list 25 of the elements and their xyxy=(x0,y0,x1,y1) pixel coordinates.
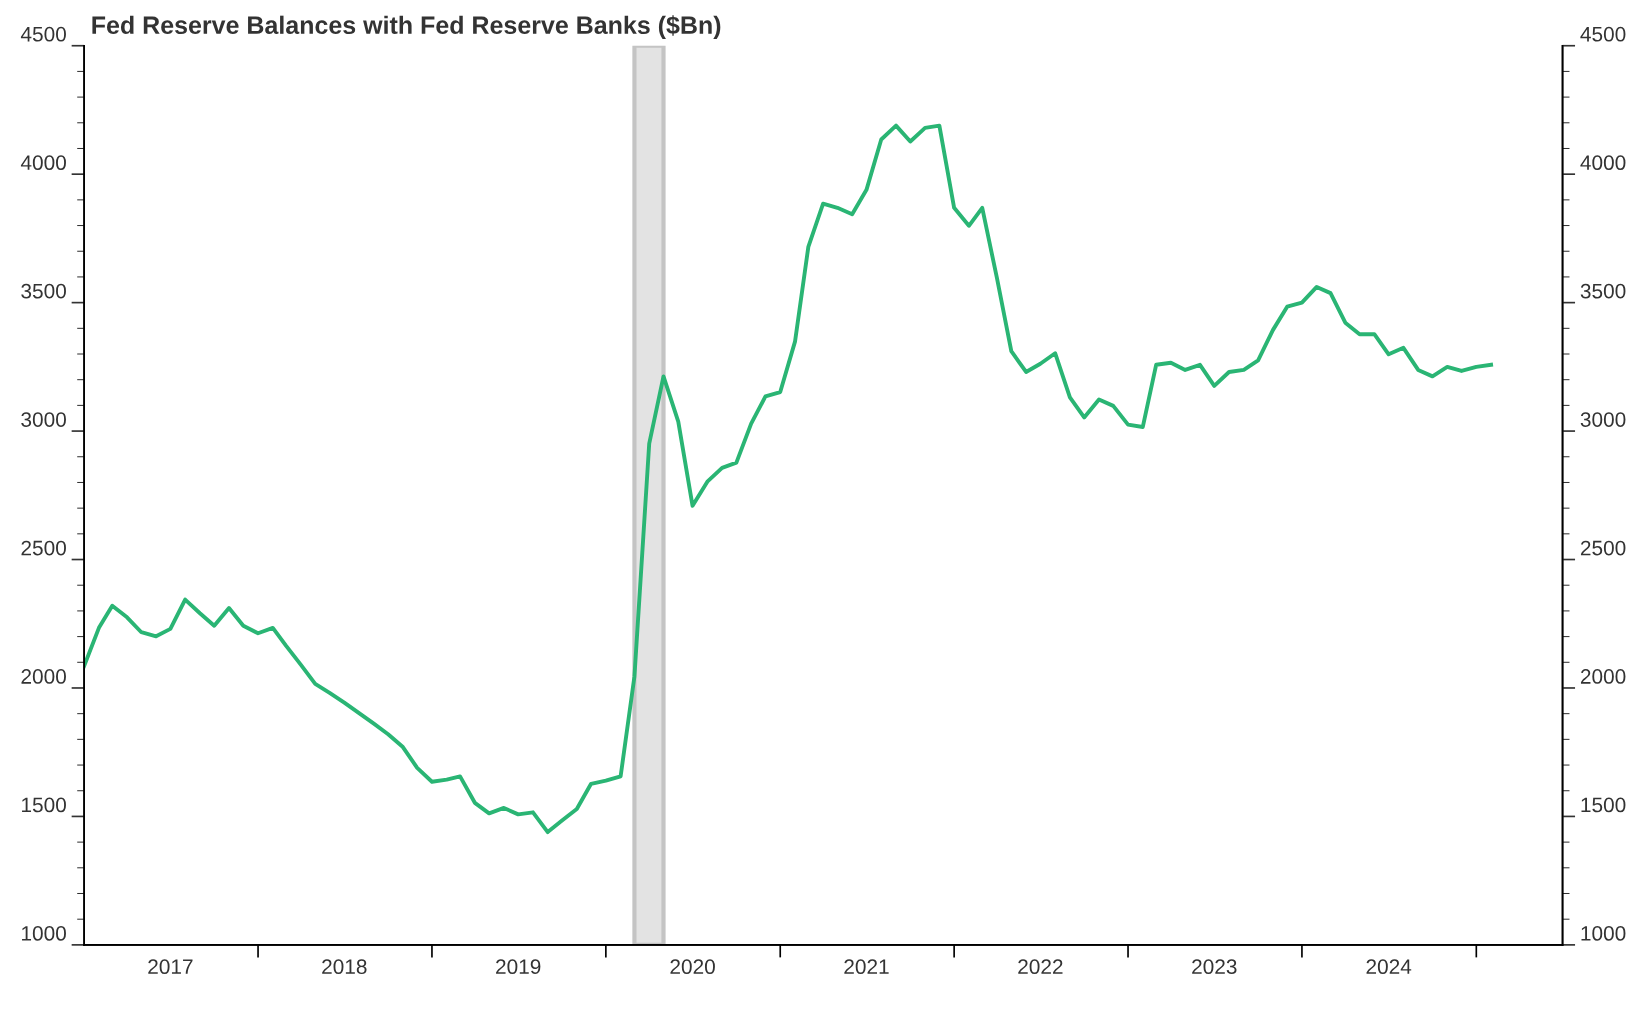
y-tick-label: 1000 xyxy=(22,926,66,941)
x-tick-label: 2018 xyxy=(322,959,367,975)
y2-tick-label: 1500 xyxy=(1581,797,1626,813)
y-tick-label: 4500 xyxy=(20,26,66,42)
x-tick-label: 2020 xyxy=(670,959,715,975)
x-tick-label: 2017 xyxy=(148,959,193,975)
x-tick-label: 2022 xyxy=(1018,959,1063,975)
y-tick-label: 3000 xyxy=(21,412,66,427)
x-tick-label: 2019 xyxy=(496,959,541,975)
y2-tick-label: 2000 xyxy=(1580,669,1626,684)
y2-tick-label: 3500 xyxy=(1580,283,1626,299)
y-tick-label: 4000 xyxy=(20,155,66,171)
y-tick-label: 1500 xyxy=(22,797,66,813)
x-tick-label: 2021 xyxy=(844,959,889,975)
x-tick-label: 2024 xyxy=(1366,959,1412,975)
y2-tick-label: 4500 xyxy=(1580,26,1626,42)
x-tick-label: 2023 xyxy=(1192,959,1237,975)
y2-tick-label: 3000 xyxy=(1580,412,1626,427)
chart-title: Fed Reserve Balances with Fed Reserve Banks ($Bn) xyxy=(92,15,721,39)
y2-tick-label: 4000 xyxy=(1580,155,1626,171)
y2-tick-label: 2500 xyxy=(1580,540,1626,556)
y-tick-label: 3500 xyxy=(21,283,66,299)
y-tick-label: 2000 xyxy=(21,669,66,684)
y2-tick-label: 1000 xyxy=(1581,926,1626,941)
y-tick-label: 2500 xyxy=(21,540,66,556)
